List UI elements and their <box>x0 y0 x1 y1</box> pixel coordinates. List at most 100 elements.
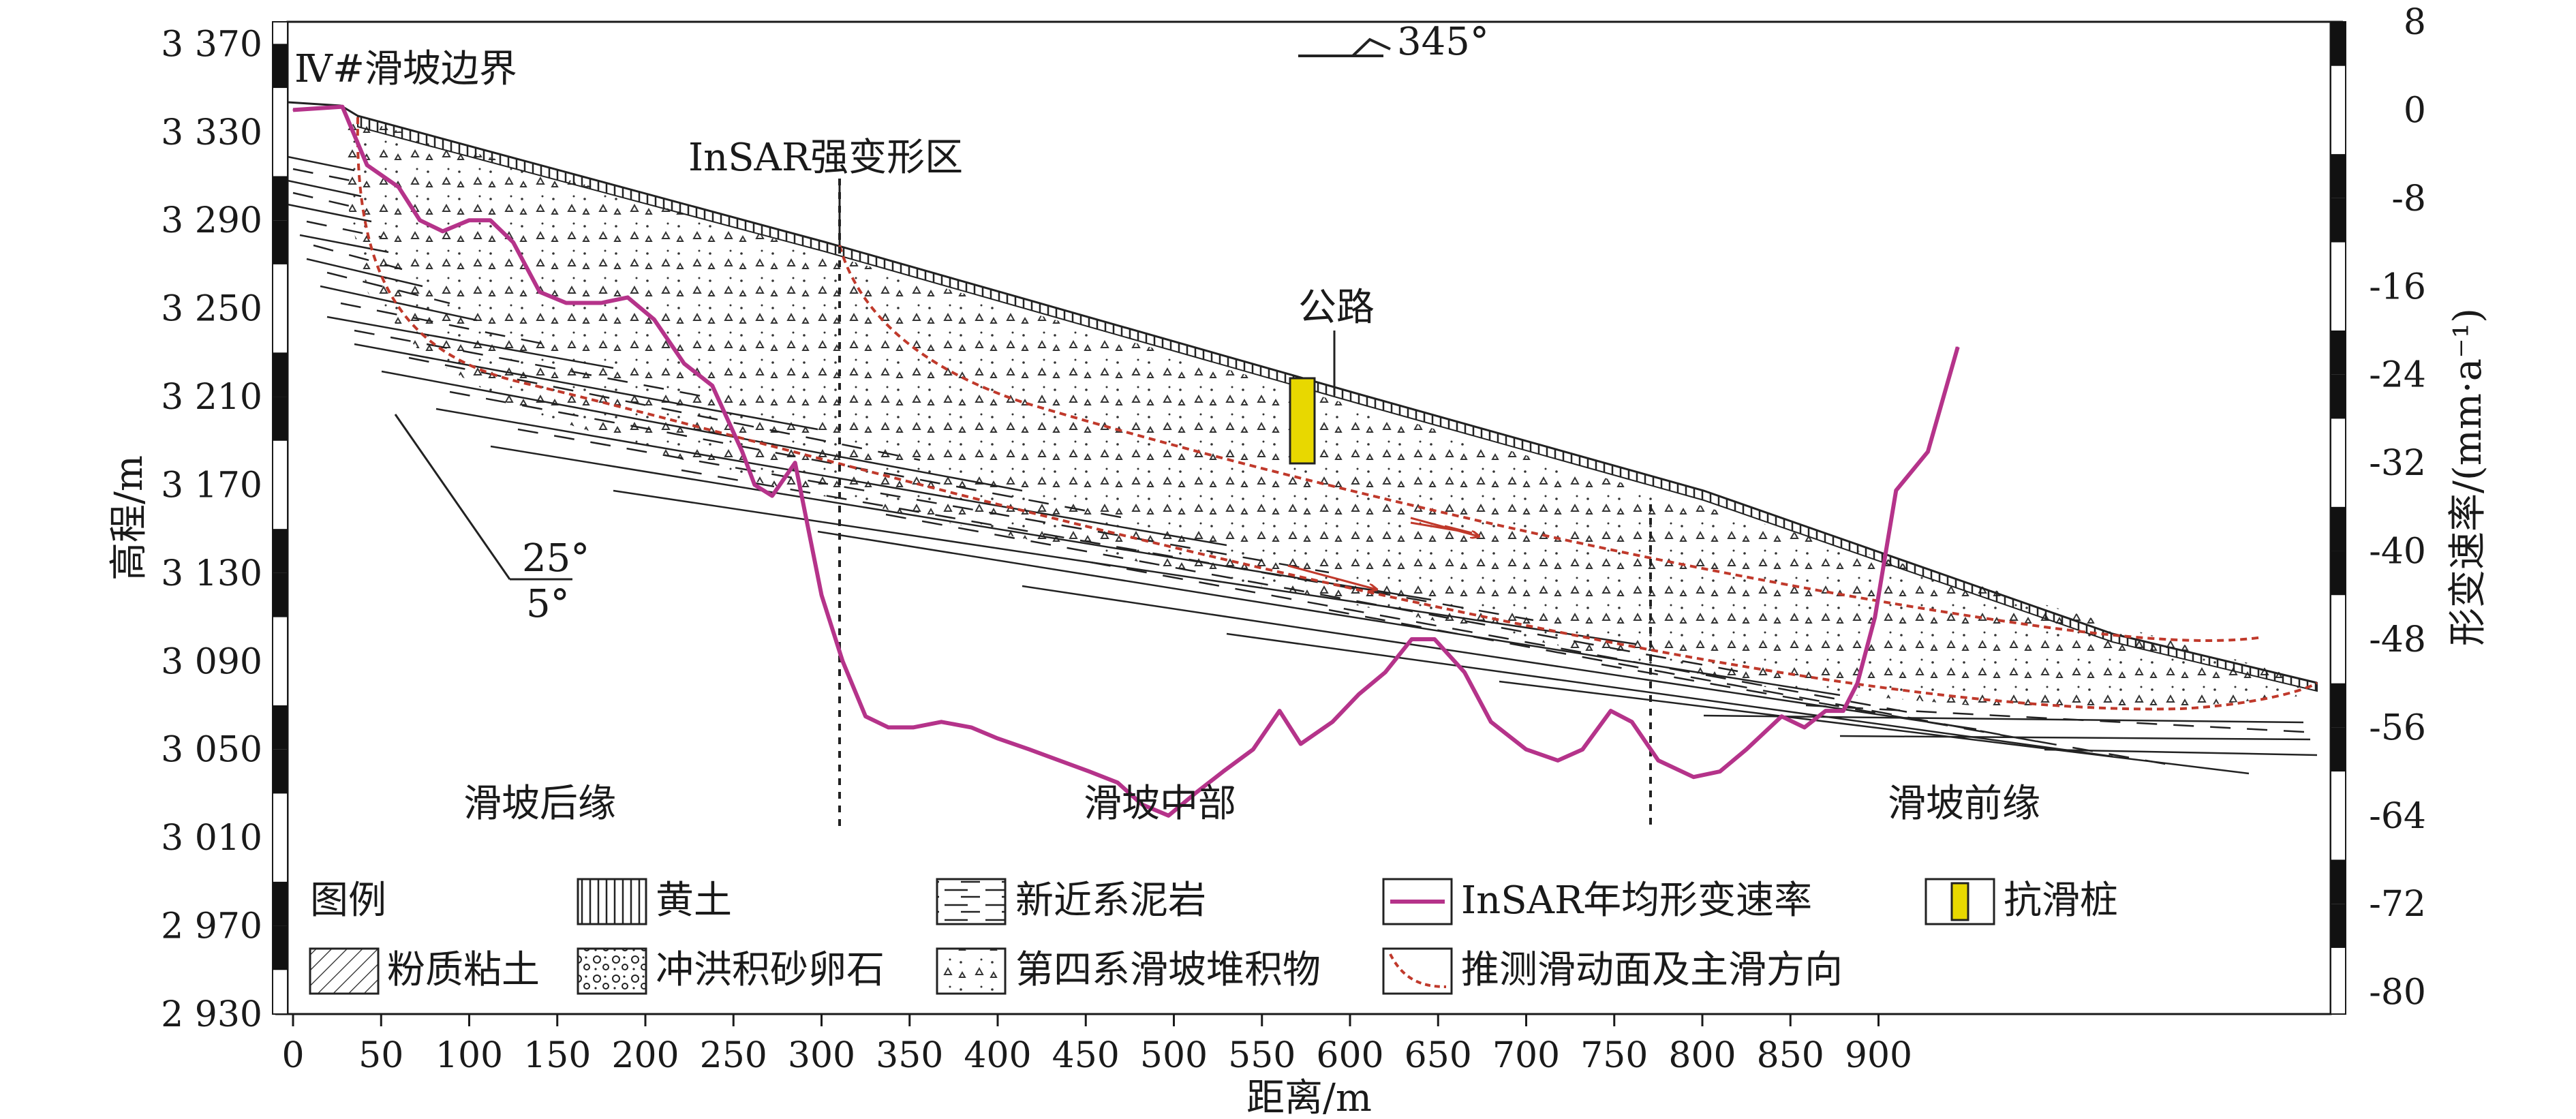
x-tick-label: 200 <box>611 1035 679 1076</box>
legend-pile-bar <box>1950 882 1969 921</box>
left-scale-bar-segment <box>273 705 288 750</box>
insar-point <box>1745 748 1747 750</box>
x-tick-label: 800 <box>1668 1035 1736 1076</box>
insar-point <box>1582 748 1583 750</box>
y-right-tick-label: -24 <box>2369 355 2426 396</box>
x-tick-label: 500 <box>1140 1035 1208 1076</box>
slide-direction-arrows <box>1287 517 1479 589</box>
right-scale-bar-segment <box>2331 683 2346 728</box>
insar-point <box>1253 748 1254 750</box>
left-scale-bar-segment <box>273 925 288 970</box>
insar-zone-label: InSAR强变形区 <box>688 136 963 180</box>
insar-point <box>1358 694 1360 695</box>
legend-label-gravel: 冲洪积砂卵石 <box>656 948 885 992</box>
y-left-tick-label: 2 930 <box>161 994 262 1035</box>
y-left-tick-label: 3 170 <box>161 465 262 506</box>
x-tick-label: 100 <box>435 1035 503 1076</box>
y-left-tick-label: 3 210 <box>161 377 262 418</box>
insar-point <box>1141 803 1143 806</box>
y-left-tick-label: 2 970 <box>161 906 262 947</box>
x-tick-label: 750 <box>1580 1035 1648 1076</box>
y-left-tick-label: 3 130 <box>161 553 262 594</box>
insar-point <box>442 230 444 232</box>
left-scale-bar-outline <box>272 21 288 1015</box>
azimuth-symbol <box>1298 37 1391 57</box>
y-left-tick-label: 3 050 <box>161 730 262 771</box>
insar-point <box>1610 710 1612 711</box>
y-right-tick-label: -40 <box>2369 532 2426 572</box>
left-scale-bar-segment <box>273 572 288 617</box>
y-right-tick-label: -80 <box>2369 972 2426 1013</box>
legend-label-pile: 抗滑桩 <box>2004 878 2118 923</box>
zone-rear-label: 滑坡后缘 <box>463 782 616 826</box>
geology-layers: 25° 5° <box>287 101 2318 775</box>
right-scale-bar-segment <box>2331 154 2346 198</box>
y-axis-left-title: 高程/m <box>107 455 151 581</box>
x-tick-label: 400 <box>964 1035 1031 1076</box>
insar-point <box>684 363 685 365</box>
x-tick-label: 600 <box>1316 1035 1383 1076</box>
insar-point <box>512 241 514 243</box>
y-left-tick-label: 3 290 <box>161 200 262 241</box>
insar-point <box>1856 682 1858 684</box>
legend-label-loess: 黄土 <box>656 878 732 923</box>
insar-point <box>1525 748 1527 750</box>
insar-point <box>1028 748 1030 750</box>
insar-point <box>292 109 294 111</box>
dip-symbol <box>394 414 572 581</box>
insar-point <box>887 726 889 729</box>
insar-point <box>1804 726 1805 729</box>
x-tick-label: 350 <box>876 1035 943 1076</box>
left-scale-bar-segment <box>273 44 288 89</box>
insar-point <box>398 186 399 188</box>
legend-swatch-pile <box>1925 878 1995 925</box>
legend-swatch-insar <box>1382 878 1453 925</box>
legend-swatch-mudstone <box>936 878 1007 925</box>
insar-point <box>711 385 713 386</box>
y-right-tick-label: -8 <box>2391 179 2426 219</box>
right-scale-bar-segment <box>2331 904 2346 948</box>
insar-point <box>754 484 756 486</box>
legend-label-mudstone: 新近系泥岩 <box>1015 878 1206 923</box>
y-right-tick-label: -32 <box>2369 443 2426 484</box>
right-scale-bar-segment <box>2331 330 2346 375</box>
right-scale-bar-segment <box>2331 374 2346 419</box>
insar-point <box>1058 760 1060 761</box>
insar-point <box>1843 710 1844 711</box>
right-scale-bar-segment <box>2331 727 2346 772</box>
insar-point <box>366 164 368 166</box>
insar-point <box>1557 760 1559 761</box>
boundary-label: Ⅳ#滑坡边界 <box>294 47 517 91</box>
y-right-tick-label: -64 <box>2369 796 2426 837</box>
x-tick-label: 0 <box>281 1035 304 1076</box>
legend-swatch-clay <box>309 947 380 995</box>
insar-point <box>1781 716 1783 717</box>
x-tick-label: 550 <box>1228 1035 1295 1076</box>
x-tick-label: 300 <box>788 1035 855 1076</box>
insar-point <box>741 451 743 453</box>
insar-point <box>468 219 470 221</box>
insar-line-series-0 <box>292 104 1960 818</box>
insar-point <box>600 302 602 304</box>
legend-label-insar: InSAR年均形变速率 <box>1461 878 1812 923</box>
insar-point <box>1490 721 1492 723</box>
legend-swatch-loess <box>577 878 647 925</box>
y-right-tick-label: -48 <box>2369 619 2426 660</box>
y-left-tick-label: 3 370 <box>161 24 262 65</box>
insar-point <box>1895 489 1897 491</box>
legend-label-deposit: 第四系滑坡堆积物 <box>1015 948 1321 992</box>
insar-point <box>1223 771 1224 772</box>
legend-label-slip: 推测滑动面及主滑方向 <box>1461 948 1843 992</box>
insar-point <box>1332 721 1333 723</box>
y-left-tick-label: 3 330 <box>161 112 262 153</box>
insar-point <box>1927 451 1929 453</box>
insar-point <box>539 291 540 293</box>
insar-point <box>341 106 343 108</box>
left-scale-bar-segment <box>273 749 288 794</box>
legend-slip-line <box>1389 953 1447 988</box>
insar-point <box>565 302 567 304</box>
legend: 图例 黄土 新近系泥岩 InSAR年均形变速率 抗滑桩 粉质粘土 冲洪积砂卵石 … <box>309 878 2118 995</box>
insar-point <box>1719 771 1721 772</box>
left-scale-bar-segment <box>273 397 288 441</box>
insar-point <box>1194 793 1196 795</box>
